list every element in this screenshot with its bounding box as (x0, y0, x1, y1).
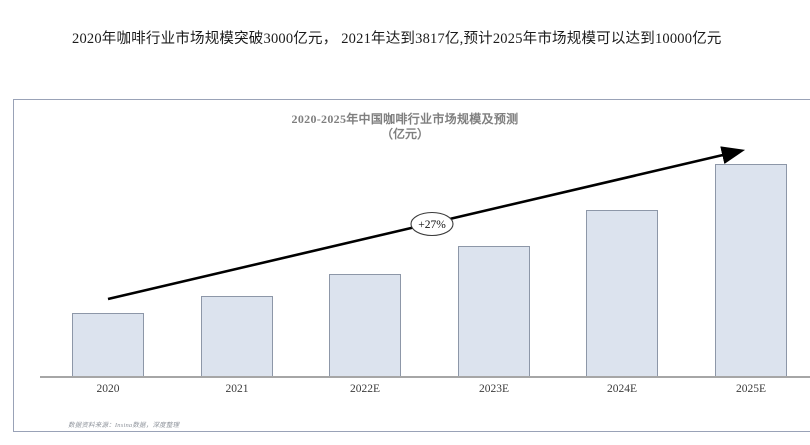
bar-2021 (201, 296, 273, 377)
bar-2022E (329, 274, 401, 377)
source-note: 数据资料来源：Insina数据，深度整理 (68, 422, 180, 429)
report-header-text: 2020年咖啡行业市场规模突破3000亿元， 2021年达到3817亿,预计20… (72, 31, 722, 47)
x-axis-label-2022E: 2022E (349, 383, 381, 395)
x-axis-label-2021: 2021 (225, 383, 249, 395)
x-axis-line (40, 376, 810, 378)
x-axis-label-2024E: 2024E (606, 383, 638, 395)
bar-2024E (586, 210, 658, 377)
bar-2025E (715, 164, 787, 377)
x-axis-label-2025E: 2025E (735, 383, 767, 395)
bar-2023E (458, 246, 530, 377)
x-axis-label-2023E: 2023E (478, 383, 510, 395)
bar-2020 (72, 313, 144, 377)
x-axis-label-2020: 2020 (96, 383, 120, 395)
chart-unit-label: （亿元） (380, 127, 429, 141)
chart-title: 2020-2025年中国咖啡行业市场规模及预测 (291, 112, 519, 126)
